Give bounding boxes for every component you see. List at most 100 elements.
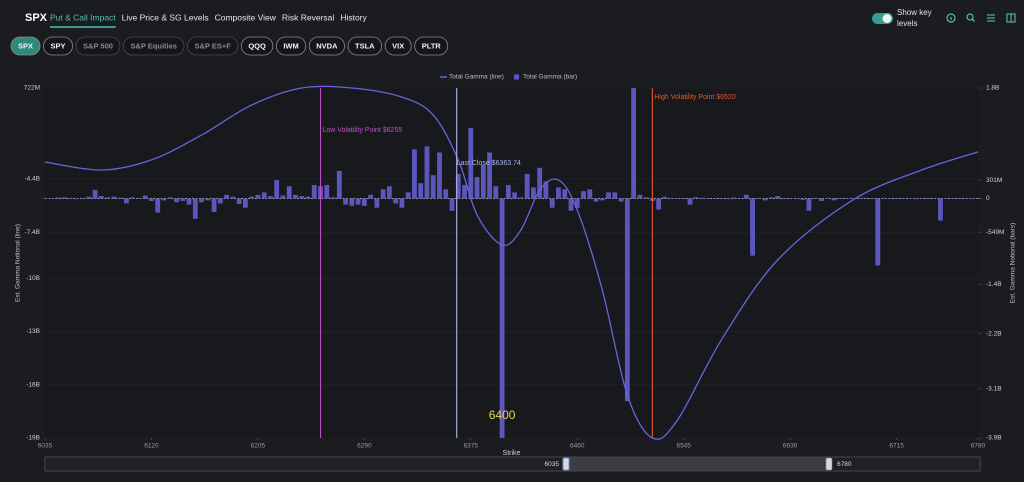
y2-tick-label: -2.2B	[986, 330, 1002, 337]
range-slider-handle[interactable]	[825, 457, 833, 471]
bar	[693, 197, 699, 199]
bar	[405, 192, 411, 199]
bar	[368, 194, 374, 199]
bar	[305, 196, 311, 199]
y-tick-label: -7.4B	[24, 229, 40, 236]
key-level-label: Last Close $6363.74	[457, 160, 521, 167]
ticker-pill[interactable]: IWM	[275, 36, 307, 56]
bar	[900, 197, 906, 199]
bar	[624, 198, 630, 402]
pill-label: PLTR	[422, 41, 442, 50]
ticker-pill[interactable]: SPX	[10, 36, 41, 56]
range-slider-handle[interactable]	[562, 457, 570, 471]
tab-bar: Put & Call Impact Live Price & SG Levels C…	[50, 12, 368, 28]
bar	[919, 198, 925, 199]
bar	[543, 181, 549, 199]
bar	[199, 198, 204, 203]
range-slider-selection	[566, 457, 829, 471]
x-tick-label: 6120	[144, 443, 159, 450]
bar	[136, 197, 142, 199]
tab[interactable]: Risk Reversal	[282, 12, 335, 22]
bar	[349, 198, 355, 206]
plot-area	[45, 88, 978, 438]
pill-background	[10, 36, 41, 56]
bar	[455, 173, 461, 199]
bar	[637, 194, 643, 199]
pill-label: S&P 500	[83, 41, 113, 50]
tab[interactable]: Composite View	[215, 12, 277, 22]
search-icon[interactable]	[966, 13, 975, 22]
bar	[718, 197, 724, 199]
bar	[98, 196, 104, 199]
bar	[480, 164, 486, 199]
tab[interactable]: Put & Call Impact	[50, 12, 116, 22]
bar	[844, 197, 849, 199]
ticker-pill[interactable]: PLTR	[414, 36, 449, 56]
pill-label: TSLA	[355, 41, 375, 50]
gamma-line	[44, 85, 979, 440]
bar	[311, 185, 317, 199]
ticker-pill[interactable]: TSLA	[347, 36, 383, 56]
bar	[192, 198, 198, 219]
bar	[956, 197, 962, 199]
bar	[668, 197, 674, 199]
y2-tick-label: -3.9B	[986, 435, 1002, 442]
info-icon[interactable]	[946, 13, 956, 23]
bar	[925, 197, 931, 199]
toggle-label: Show key	[897, 8, 932, 17]
bar	[825, 197, 831, 199]
ticker-pill[interactable]: SPY	[43, 36, 73, 56]
bar	[299, 196, 305, 199]
key-level-label: High Volatility Point $6520	[654, 94, 735, 101]
pill-background	[347, 36, 383, 56]
ticker-pill[interactable]: S&P ES+F	[187, 36, 239, 56]
y-tick-label: -16B	[26, 381, 40, 388]
y2-tick-label: 0	[986, 195, 990, 202]
bar	[174, 198, 179, 203]
pill-label: SPY	[51, 41, 66, 50]
bar	[944, 198, 950, 199]
pill-background	[308, 36, 345, 56]
bar	[217, 198, 223, 204]
pill-label: IWM	[283, 41, 298, 50]
bar	[850, 197, 856, 199]
tab[interactable]: History	[340, 12, 367, 22]
y-axis-label: Est. Gamma Notional (line)	[15, 224, 22, 302]
bar	[361, 198, 367, 206]
range-slider-min: 6035	[545, 461, 560, 468]
bar	[474, 177, 480, 199]
bar	[499, 198, 505, 438]
bar	[274, 180, 280, 199]
legend-symbol	[514, 74, 519, 80]
bar	[806, 198, 812, 211]
bar	[881, 197, 887, 199]
pill-label: QQQ	[248, 41, 266, 50]
y-tick-label: -13B	[26, 328, 40, 335]
toggle-knob	[882, 14, 892, 23]
bar	[794, 198, 799, 199]
ticker-pill[interactable]: NVDA	[308, 36, 345, 56]
x-tick-label: 6205	[251, 443, 266, 450]
bar	[73, 198, 79, 200]
bar	[462, 185, 467, 199]
bar	[242, 198, 248, 208]
bar	[268, 196, 273, 199]
bar	[593, 198, 599, 202]
tab[interactable]: Live Price & SG Levels	[122, 12, 209, 22]
pill-background	[123, 36, 185, 56]
bar	[230, 196, 236, 199]
sidebar-icon[interactable]	[1006, 13, 1016, 23]
bar	[599, 198, 605, 201]
ticker-pill[interactable]: VIX	[384, 36, 412, 56]
bar	[568, 198, 574, 211]
bar	[424, 146, 430, 199]
bar	[80, 198, 85, 199]
ticker-pill[interactable]: S&P Equities	[123, 36, 185, 56]
bar	[92, 189, 98, 199]
bar	[418, 183, 424, 199]
settings-icon[interactable]	[987, 14, 995, 22]
ticker-pill[interactable]: S&P 500	[75, 36, 121, 56]
bar	[906, 198, 912, 199]
ticker-pill[interactable]: QQQ	[240, 36, 274, 56]
pill-background	[187, 36, 239, 56]
